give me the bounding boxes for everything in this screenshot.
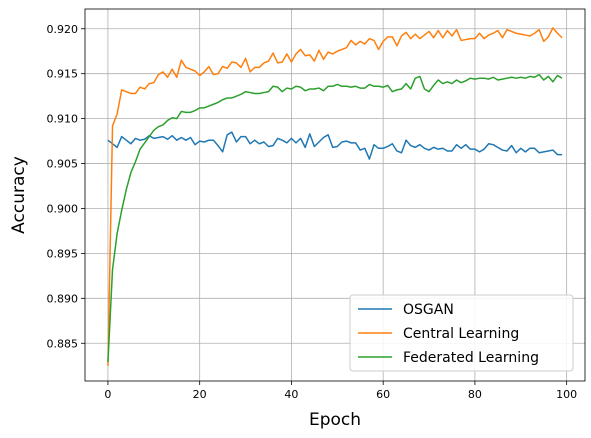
legend: OSGAN Central Learning Federated Learning — [349, 294, 574, 372]
x-tick-label: 40 — [284, 388, 298, 401]
y-tick-label: 0.920 — [47, 23, 79, 36]
y-tick-label: 0.910 — [47, 113, 79, 126]
series-line-0 — [107, 131, 563, 160]
plot-series — [107, 27, 563, 366]
y-tick-label: 0.905 — [47, 158, 79, 171]
x-tick-label: 60 — [376, 388, 390, 401]
legend-label: Central Learning — [403, 326, 519, 342]
y-tick-label: 0.885 — [47, 337, 79, 350]
y-tick-label: 0.890 — [47, 292, 79, 305]
legend-label: OSGAN — [403, 302, 454, 318]
x-tick-label: 20 — [193, 388, 207, 401]
grid-lines — [85, 9, 585, 381]
y-tick-label: 0.915 — [47, 68, 79, 81]
plot-frame — [84, 8, 586, 382]
series-line-1 — [107, 27, 563, 366]
y-tick-label: 0.900 — [47, 202, 79, 215]
y-axis-label: Accuracy — [9, 156, 29, 234]
legend-label: Federated Learning — [403, 350, 539, 366]
x-tick-label: 0 — [104, 388, 111, 401]
y-tick-label: 0.895 — [47, 247, 79, 260]
x-axis-ticks: 0 20 40 60 80 100 — [104, 381, 577, 401]
y-axis-ticks: 0.885 0.890 0.895 0.900 0.905 0.910 0.915 0.920 — [47, 23, 85, 350]
x-tick-label: 100 — [556, 388, 577, 401]
x-axis-label: Epoch — [309, 410, 361, 430]
legend-box — [349, 294, 574, 372]
x-tick-label: 80 — [468, 388, 482, 401]
series-line-2 — [107, 73, 563, 363]
